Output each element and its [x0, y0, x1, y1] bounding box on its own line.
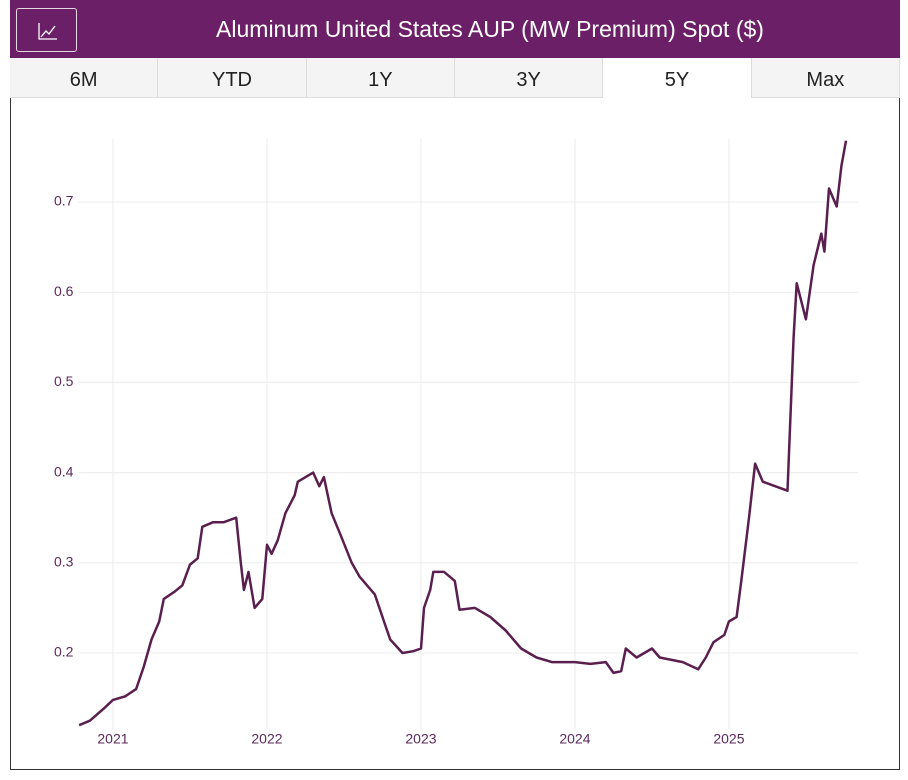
- x-tick-label: 2023: [405, 731, 436, 747]
- range-tabs: 6M YTD 1Y 3Y 5Y Max: [10, 58, 900, 98]
- range-tab[interactable]: Max: [751, 58, 900, 98]
- x-tick-label: 2021: [97, 731, 128, 747]
- x-tick-label: 2025: [713, 731, 744, 747]
- header: Aluminum United States AUP (MW Premium) …: [10, 0, 900, 58]
- range-tab[interactable]: 6M: [10, 58, 159, 98]
- chart-frame: [10, 98, 900, 770]
- chart-icon: [38, 23, 57, 40]
- series-line: [78, 140, 848, 727]
- y-tick-label: 0.3: [54, 554, 74, 570]
- chart-title: Aluminum United States AUP (MW Premium) …: [216, 16, 764, 42]
- y-tick-label: 0.5: [54, 373, 74, 389]
- x-tick-label: 2024: [559, 731, 590, 747]
- y-tick-label: 0.7: [54, 193, 74, 209]
- x-tick-label: 2022: [251, 731, 282, 747]
- y-tick-label: 0.6: [54, 283, 74, 299]
- range-tab[interactable]: YTD: [158, 58, 307, 98]
- range-tab[interactable]: 3Y: [454, 58, 604, 98]
- range-tab[interactable]: 5Y: [603, 58, 752, 98]
- y-tick-label: 0.2: [54, 644, 74, 660]
- range-tab[interactable]: 1Y: [306, 58, 455, 98]
- chart-icon-button[interactable]: [16, 8, 77, 52]
- y-tick-label: 0.4: [54, 463, 74, 479]
